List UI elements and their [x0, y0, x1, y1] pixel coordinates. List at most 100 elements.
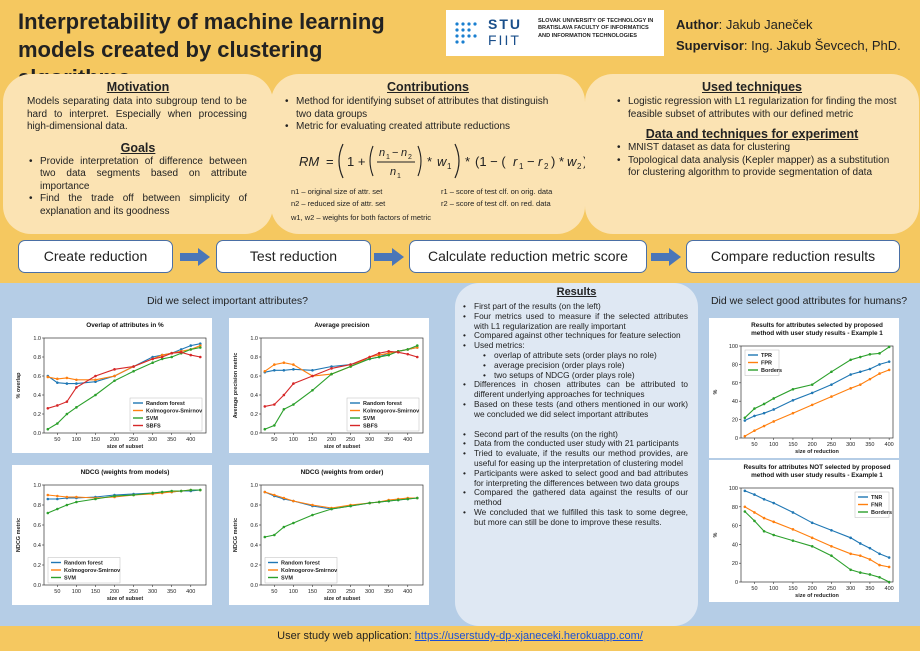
results-item: Based on these tests (and others mention…	[461, 399, 688, 420]
chart-title: Results for attributes selected by propo…	[751, 322, 883, 329]
data-point	[292, 368, 295, 371]
results-list-part2: Second part of the results (on the right…	[461, 429, 688, 528]
x-tick-label: 350	[865, 586, 874, 592]
y-tick-label: 100	[729, 344, 738, 350]
svg-text:*: *	[465, 154, 470, 169]
y-tick-label: 0.2	[250, 412, 258, 418]
data-point	[762, 529, 766, 533]
x-tick-label: 50	[54, 589, 60, 595]
y-tick-label: 0.4	[33, 393, 41, 399]
legend-label: SVM	[281, 576, 293, 582]
y-tick-label: 20	[732, 418, 738, 424]
y-tick-label: 80	[732, 505, 738, 511]
data-point	[273, 403, 276, 406]
legend-w: w1, w2 – weights for both factors of met…	[291, 213, 432, 222]
y-tick-label: 1.0	[33, 336, 41, 342]
data-point	[113, 494, 116, 498]
data-point	[887, 368, 891, 372]
data-point	[830, 554, 833, 557]
chart-title: Overlap of attributes in %	[86, 322, 164, 329]
data-point	[263, 535, 267, 539]
data-point	[292, 363, 295, 366]
results-metric-item: overlap of attribute sets (order plays n…	[481, 350, 688, 361]
user-study-link[interactable]: https://userstudy-dp-xjaneceki.herokuapp…	[414, 630, 643, 642]
x-tick-label: 300	[846, 442, 855, 448]
data-point	[868, 558, 872, 561]
chart-user-study-selected-svg: Results for attributes selected by propo…	[713, 322, 894, 455]
data-point	[94, 393, 97, 397]
used-techniques-list: Logistic regression with L1 regularizati…	[615, 96, 905, 121]
chart-ndcg-models-svg: NDCG (weights from models) 50 100 150 200 250…	[16, 469, 207, 602]
x-axis-label: size of subset	[324, 596, 361, 602]
data-point	[56, 404, 59, 407]
results-panel: Results First part of the results (on th…	[455, 283, 698, 626]
x-tick-label: 200	[327, 589, 336, 595]
legend-n1: n1 – original size of attr. set	[291, 187, 383, 196]
x-tick-label: 400	[403, 437, 412, 443]
data-point	[273, 369, 276, 372]
data-point	[772, 408, 776, 411]
contributions-title: Contributions	[387, 80, 469, 94]
data-point	[179, 350, 183, 354]
data-point	[878, 552, 881, 556]
data-point	[94, 374, 97, 378]
y-tick-label: 0.6	[33, 523, 41, 529]
results-metrics-list: overlap of attribute sets (order plays n…	[481, 350, 688, 380]
data-point	[189, 353, 193, 357]
data-point	[772, 501, 776, 505]
data-point	[132, 369, 135, 373]
y-tick-label: 0.8	[33, 503, 41, 509]
y-tick-label: 0.6	[33, 374, 41, 380]
data-point	[830, 395, 833, 398]
x-axis-label: size of reduction	[795, 593, 839, 599]
data-point	[56, 494, 59, 498]
x-tick-label: 150	[788, 586, 797, 592]
data-point	[46, 511, 50, 515]
data-point	[330, 372, 333, 376]
data-point	[65, 376, 69, 380]
x-tick-label: 150	[308, 437, 317, 443]
footer: User study web application: https://user…	[0, 630, 920, 642]
data-point	[396, 498, 400, 502]
y-tick-label: 0.4	[33, 543, 41, 549]
data-point	[762, 411, 766, 415]
data-point	[810, 391, 814, 395]
data-point	[415, 355, 419, 359]
data-point	[311, 369, 314, 372]
y-tick-label: 40	[732, 542, 738, 548]
svg-text:1: 1	[386, 154, 390, 161]
chart-overlap: Overlap of attributes in % 50 100 150 200 250…	[12, 318, 212, 453]
data-point	[762, 497, 766, 501]
y-tick-label: 0	[735, 580, 738, 586]
data-point	[415, 496, 419, 500]
data-point	[282, 407, 286, 411]
data-point	[263, 427, 267, 431]
y-tick-label: 0.8	[250, 355, 258, 361]
y-tick-label: 0.0	[250, 431, 258, 437]
x-tick-label: 50	[751, 442, 757, 448]
results-item: First part of the results (on the left)	[461, 301, 688, 312]
svg-text:*: *	[427, 154, 432, 169]
step-calculate-score: Calculate reduction metric score	[409, 240, 647, 273]
data-point	[75, 378, 78, 382]
data-point	[189, 488, 193, 492]
data-point	[377, 500, 381, 504]
results-item: Used metrics:	[461, 340, 688, 351]
legend-label: TNR	[871, 495, 882, 501]
plot-frame	[43, 337, 207, 434]
data-point	[849, 358, 852, 362]
x-tick-label: 400	[186, 589, 195, 595]
data-point	[791, 411, 795, 415]
data-point	[868, 367, 872, 371]
data-point	[849, 568, 852, 572]
legend-label: Kolmogorov-Smirnov	[363, 409, 420, 415]
data-point	[753, 429, 756, 432]
data-point	[282, 496, 286, 500]
data-point	[113, 374, 116, 378]
data-point	[791, 398, 795, 402]
data-point	[65, 412, 69, 416]
legend-label: SVM	[363, 416, 375, 422]
data-point	[311, 388, 314, 392]
chart-title: Results for attributes NOT selected by p…	[743, 464, 890, 471]
